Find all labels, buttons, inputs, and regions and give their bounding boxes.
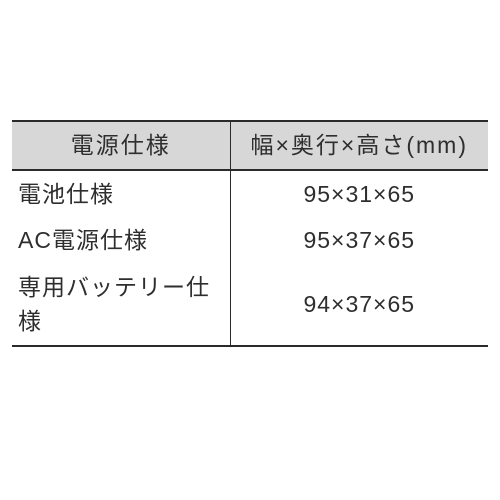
cell-dimensions: 94×37×65 bbox=[230, 264, 488, 346]
cell-spec: 専用バッテリー仕様 bbox=[12, 264, 230, 346]
spec-table: 電源仕様 幅×奥行×高さ(mm) 電池仕様 95×31×65 AC電源仕様 95… bbox=[12, 120, 488, 347]
table-row: AC電源仕様 95×37×65 bbox=[12, 217, 488, 264]
cell-spec: AC電源仕様 bbox=[12, 217, 230, 264]
cell-dimensions: 95×31×65 bbox=[230, 170, 488, 218]
col-header-power-spec: 電源仕様 bbox=[12, 121, 230, 170]
col-header-dimensions: 幅×奥行×高さ(mm) bbox=[230, 121, 488, 170]
cell-spec: 電池仕様 bbox=[12, 170, 230, 218]
table-row: 電池仕様 95×31×65 bbox=[12, 170, 488, 218]
spec-table-container: 電源仕様 幅×奥行×高さ(mm) 電池仕様 95×31×65 AC電源仕様 95… bbox=[12, 120, 488, 347]
table-header-row: 電源仕様 幅×奥行×高さ(mm) bbox=[12, 121, 488, 170]
cell-dimensions: 95×37×65 bbox=[230, 217, 488, 264]
table-row: 専用バッテリー仕様 94×37×65 bbox=[12, 264, 488, 346]
page-canvas: { "table": { "type": "table", "backgroun… bbox=[0, 0, 500, 500]
